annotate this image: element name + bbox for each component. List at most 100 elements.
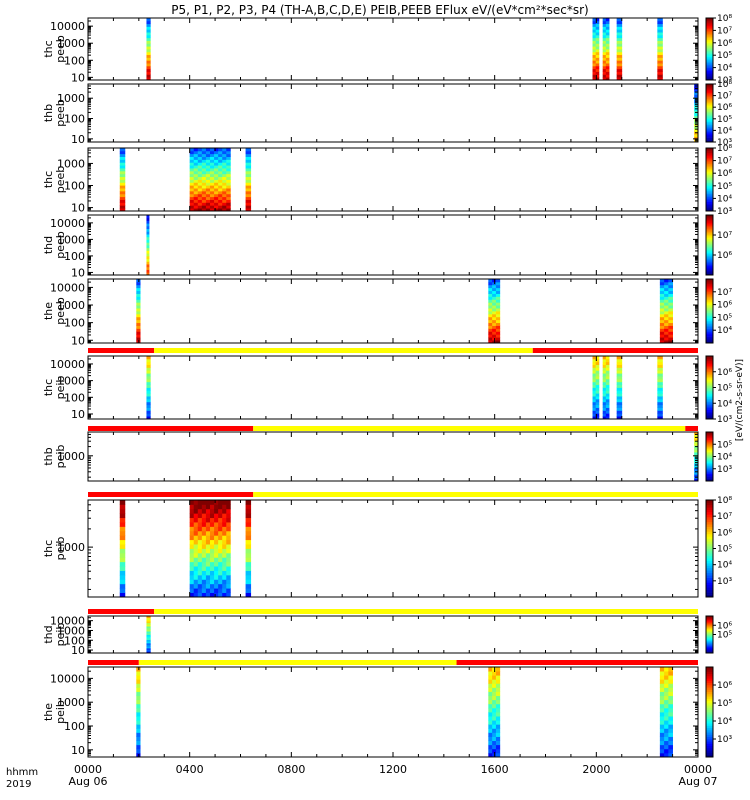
colorbar-tick-label: 10⁵ bbox=[717, 51, 732, 61]
mode-bar-segment-3 bbox=[532, 348, 698, 353]
y-tick-label: 100 bbox=[64, 634, 85, 647]
panel-label-probe: thb bbox=[42, 104, 55, 122]
colorbar-6: 10³ 10⁴ 10⁵ 10⁶ bbox=[705, 355, 732, 425]
mode-bar-segment-2 bbox=[154, 609, 699, 614]
y-tick-label: 10 bbox=[71, 744, 85, 757]
spectrogram-block-1 bbox=[146, 215, 150, 275]
colorbar-tick-label: 10⁴ bbox=[717, 717, 732, 727]
y-tick-label: 100 bbox=[64, 720, 85, 733]
spectrogram-block-3 bbox=[245, 500, 252, 597]
colorbar-tick-label: 10⁶ bbox=[717, 169, 732, 179]
panel-label-probe: thc bbox=[42, 379, 55, 396]
y-tick-label: 100 bbox=[64, 250, 85, 263]
y-tick-label: 10 bbox=[71, 408, 85, 421]
panel-label-probe: thc bbox=[42, 40, 55, 57]
colorbar-tick-label: 10⁸ bbox=[717, 14, 732, 24]
x-axis-row-label-hhmm: hhmm bbox=[6, 767, 38, 778]
colorbar-tick-label: 10³ bbox=[717, 415, 732, 425]
y-tick-label: 1000 bbox=[57, 233, 85, 246]
y-tick-label: 10 bbox=[71, 266, 85, 279]
mode-bar-segment-2 bbox=[154, 348, 533, 353]
mode-bar-segment-1 bbox=[88, 426, 254, 431]
colorbar-tick-label: 10⁴ bbox=[717, 453, 732, 463]
colorbar-tick-label: 10⁵ bbox=[717, 699, 732, 709]
colorbar-tick-label: 10³ bbox=[717, 577, 732, 587]
time-axis: hhmm 2019 0000 0400 0800 1200 1600 2000 0000Au… bbox=[6, 763, 717, 790]
colorbar-tick-label: 10³ bbox=[717, 138, 732, 148]
mode-bar-segment-1 bbox=[88, 348, 155, 353]
panel-label-product: peeb bbox=[54, 297, 67, 325]
mode-bar-segment-2 bbox=[253, 426, 686, 431]
x-axis-row-label-year: 2019 bbox=[6, 779, 31, 790]
y-tick-label: 1000 bbox=[57, 37, 85, 50]
spectrogram-block-1 bbox=[119, 148, 126, 211]
mode-bar-segment-3 bbox=[685, 426, 698, 431]
panel-label-product: peib bbox=[54, 445, 67, 469]
colorbar-tick-label: 10⁷ bbox=[717, 512, 732, 522]
spectrogram-block-3 bbox=[245, 148, 252, 211]
y-tick-label: 10 bbox=[71, 71, 85, 84]
colorbar-tick-label: 10⁷ bbox=[717, 231, 732, 241]
panel-label-product: peib bbox=[54, 700, 67, 724]
colorbar-tick-label: 10⁸ bbox=[717, 496, 732, 506]
spectrogram-block-3 bbox=[602, 18, 610, 80]
y-tick-label: 10000 bbox=[50, 615, 85, 628]
spectrogram-block-2 bbox=[189, 148, 231, 211]
colorbar-tick-label: 10⁵ bbox=[717, 313, 732, 323]
y-tick-label: 10000 bbox=[50, 358, 85, 371]
colorbar-tick-label: 10⁵ bbox=[717, 182, 732, 192]
colorbar-tick-label: 10⁷ bbox=[717, 92, 732, 102]
colorbar-tick-label: 10⁸ bbox=[717, 144, 732, 154]
mode-bar-segment-1 bbox=[88, 609, 155, 614]
mode-bar-segment-2 bbox=[253, 492, 699, 497]
spectrogram-block-2 bbox=[592, 356, 600, 419]
spectrogram-block-1 bbox=[146, 356, 151, 419]
colorbar-tick-label: 10⁷ bbox=[717, 288, 732, 298]
y-tick-label: 1000 bbox=[57, 624, 85, 637]
colorbar-tick-label: 10³ bbox=[717, 735, 732, 745]
colorbar-4: 10⁶ 10⁷ bbox=[705, 214, 732, 276]
colorbar-tick-label: 10⁶ bbox=[717, 681, 732, 691]
y-tick-label: 100 bbox=[64, 317, 85, 330]
panel-label-probe: the bbox=[42, 302, 55, 320]
colorbar-tick-label: 10⁴ bbox=[717, 64, 732, 74]
colorbar-tick-label: 10⁴ bbox=[717, 126, 732, 136]
colorbar-1: 10³ 10⁴ 10⁵ 10⁶ 10⁷ 10⁸ bbox=[705, 14, 732, 86]
spectrogram-block-4 bbox=[616, 356, 623, 419]
spectrogram-block-1 bbox=[146, 616, 151, 653]
spectrogram-block-1 bbox=[136, 667, 141, 757]
y-tick-label: 1000 bbox=[57, 541, 85, 554]
colorbar-unit-label: [eV/(cm2-s-sr-eV)] bbox=[735, 359, 745, 441]
x-tick-label: 0000 bbox=[74, 763, 102, 776]
colorbar-tick-label: 10³ bbox=[717, 465, 732, 475]
colorbar-tick-label: 10³ bbox=[717, 207, 732, 217]
x-tick-label: 0800 bbox=[277, 763, 305, 776]
y-tick-label: 10000 bbox=[50, 281, 85, 294]
y-tick-label: 10000 bbox=[50, 20, 85, 33]
spectrogram-block-4 bbox=[616, 18, 623, 80]
panel-label-product: peib bbox=[54, 623, 67, 647]
panel-label-probe: thd bbox=[42, 236, 55, 254]
panel-1: 10 100 1000 10000 thc peeb 10³ 10⁴ 10⁵ 10⁶ 10⁷ 10⁸ bbox=[42, 14, 732, 86]
y-tick-label: 1000 bbox=[57, 375, 85, 388]
colorbar-tick-label: 10⁴ bbox=[717, 399, 732, 409]
y-tick-label: 100 bbox=[64, 391, 85, 404]
y-tick-label: 1000 bbox=[57, 450, 85, 463]
colorbar-tick-label: 10⁶ bbox=[717, 368, 732, 378]
spectrogram-block-3 bbox=[659, 667, 673, 757]
colorbar-tick-label: 10⁶ bbox=[717, 301, 732, 311]
colorbar-tick-label: 10⁵ bbox=[717, 440, 732, 450]
y-tick-label: 1000 bbox=[57, 696, 85, 709]
colorbar-tick-label: 10⁵ bbox=[717, 384, 732, 394]
y-tick-label: 1000 bbox=[57, 299, 85, 312]
spectrogram-block-3 bbox=[659, 279, 673, 343]
panel-label-product: peeb bbox=[54, 166, 67, 194]
spectrogram-block-1 bbox=[146, 18, 151, 80]
colorbar-tick-label: 10⁵ bbox=[717, 115, 732, 125]
